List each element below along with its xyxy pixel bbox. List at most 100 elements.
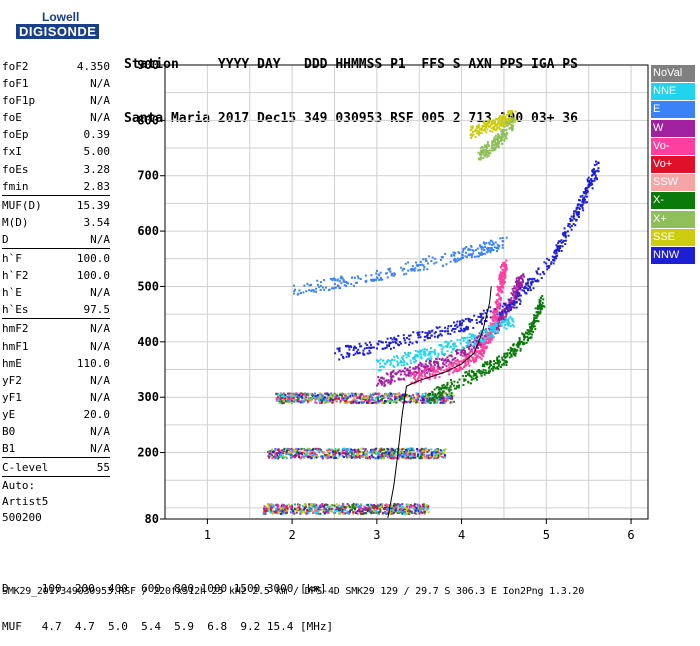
echo-point [480, 245, 483, 248]
echo-point [456, 370, 459, 373]
echo-point [330, 398, 333, 401]
echo-point [417, 392, 420, 395]
echo-point [341, 397, 344, 400]
echo-point [503, 138, 506, 141]
echo-point [480, 339, 483, 342]
echo-point [307, 398, 310, 401]
echo-point [340, 510, 343, 513]
echo-point [346, 456, 349, 459]
echo-point [286, 399, 289, 402]
echo-point [466, 342, 469, 345]
echo-point [369, 351, 372, 354]
echo-point [479, 344, 482, 347]
echo-point [572, 222, 575, 225]
echo-point [363, 512, 366, 515]
echo-point [520, 286, 523, 289]
echo-point [335, 451, 338, 454]
echo-point [581, 200, 584, 203]
echo-point [494, 301, 497, 304]
echo-point [495, 134, 498, 137]
echo-point [504, 323, 507, 326]
echo-point [562, 232, 565, 235]
echo-point [394, 504, 397, 507]
echo-point [396, 363, 399, 366]
echo-point [517, 346, 520, 349]
echo-point [418, 367, 421, 370]
echo-point [575, 211, 578, 214]
echo-point [422, 506, 425, 509]
echo-point [365, 397, 368, 400]
echo-point [520, 340, 523, 343]
echo-point [458, 367, 461, 370]
echo-point [367, 503, 370, 506]
echo-point [425, 260, 428, 263]
echo-point [500, 276, 503, 279]
echo-point [474, 357, 477, 360]
echo-point [409, 341, 412, 344]
param-row: hmF2 N/A [2, 320, 110, 337]
echo-point [291, 512, 294, 515]
echo-point [390, 394, 393, 397]
echo-point [499, 318, 502, 321]
echo-point [266, 503, 269, 506]
echo-point [508, 317, 511, 320]
echo-point [421, 508, 424, 511]
param-row: B1 N/A [2, 440, 110, 457]
echo-point [509, 315, 512, 318]
echo-point [421, 503, 424, 506]
echo-point [489, 306, 492, 309]
echo-point [504, 274, 507, 277]
echo-point [386, 344, 389, 347]
echo-point [440, 334, 443, 337]
echo-point [425, 366, 428, 369]
echo-point [539, 308, 542, 311]
echo-point [384, 272, 387, 275]
echo-point [474, 135, 477, 138]
echo-point [296, 395, 299, 398]
echo-point [467, 373, 470, 376]
echo-point [510, 112, 513, 115]
echo-point [515, 294, 518, 297]
echo-point [371, 278, 374, 281]
echo-point [272, 511, 275, 514]
y-tick-label: 600 [137, 224, 159, 238]
echo-point [504, 263, 507, 266]
echo-point [472, 344, 475, 347]
echo-point [434, 456, 437, 459]
echo-point [439, 449, 442, 452]
echo-point [468, 318, 471, 321]
echo-point [319, 284, 322, 287]
echo-point [513, 296, 516, 299]
echo-point [499, 304, 502, 307]
echo-point [416, 453, 419, 456]
echo-point [310, 508, 313, 511]
echo-point [372, 279, 375, 282]
echo-point [412, 371, 415, 374]
echo-point [474, 128, 477, 131]
echo-point [326, 399, 329, 402]
echo-point [373, 399, 376, 402]
echo-point [501, 130, 504, 133]
echo-point [428, 368, 431, 371]
echo-point [451, 383, 454, 386]
echo-point [436, 448, 439, 451]
echo-point [503, 271, 506, 274]
echo-point [403, 373, 406, 376]
echo-point [459, 327, 462, 330]
echo-point [465, 245, 468, 248]
echo-point [484, 153, 487, 156]
echo-point [277, 396, 280, 399]
echo-point [450, 329, 453, 332]
echo-point [476, 247, 479, 250]
echo-point [492, 308, 495, 311]
echo-point [482, 241, 485, 244]
echo-point [423, 339, 426, 342]
echo-point [515, 297, 518, 300]
echo-point [423, 371, 426, 374]
echo-point [342, 392, 345, 395]
echo-point [407, 371, 410, 374]
echo-point [481, 372, 484, 375]
echo-point [364, 274, 367, 277]
echo-point [539, 311, 542, 314]
echo-point [299, 508, 302, 511]
